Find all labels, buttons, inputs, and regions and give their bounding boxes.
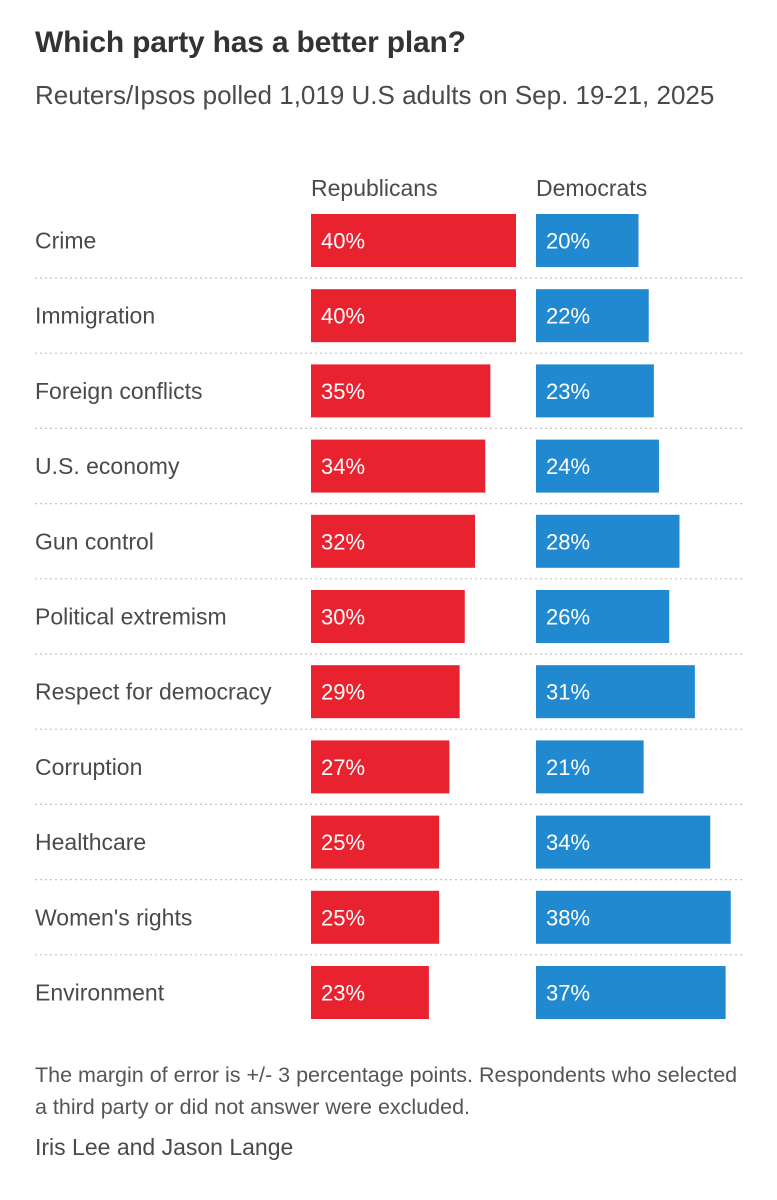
bar-democrats-environment xyxy=(536,966,726,1019)
bar-republicans-women-s-rights xyxy=(311,890,440,944)
value-label-democrats-respect-for-democracy: 31% xyxy=(546,680,590,705)
chart-title: Which party has a better plan? xyxy=(35,26,466,59)
value-label-democrats-political-extremism: 26% xyxy=(546,605,590,630)
bar-democrats-healthcare xyxy=(536,815,711,869)
bar-republicans-crime xyxy=(311,214,516,267)
bar-democrats-foreign-conflicts xyxy=(536,364,654,418)
category-label-immigration: Immigration xyxy=(35,303,155,329)
bar-republicans-u-s-economy xyxy=(311,439,486,493)
value-label-republicans-women-s-rights: 25% xyxy=(321,905,365,930)
value-label-republicans-environment: 23% xyxy=(321,981,365,1006)
chart-subtitle: Reuters/Ipsos polled 1,019 U.S adults on… xyxy=(35,80,715,110)
bar-chart: Crime 40% 20% Immigration 40% 22% Foreign conf… xyxy=(35,214,742,1019)
value-label-democrats-foreign-conflicts: 23% xyxy=(546,379,590,404)
bar-democrats-u-s-economy xyxy=(536,439,659,493)
bar-democrats-crime xyxy=(536,214,639,267)
category-label-healthcare: Healthcare xyxy=(35,829,146,855)
bar-republicans-gun-control xyxy=(311,514,475,568)
legend-republicans: Republicans xyxy=(311,175,438,201)
category-label-corruption: Corruption xyxy=(35,754,142,780)
value-label-republicans-u-s-economy: 34% xyxy=(321,454,365,479)
bar-democrats-corruption xyxy=(536,740,644,794)
category-label-u-s-economy: U.S. economy xyxy=(35,453,180,479)
bar-democrats-women-s-rights xyxy=(536,890,731,944)
bar-democrats-respect-for-democracy xyxy=(536,665,695,719)
value-label-republicans-foreign-conflicts: 35% xyxy=(321,379,365,404)
value-label-republicans-corruption: 27% xyxy=(321,755,365,780)
bar-republicans-healthcare xyxy=(311,815,440,869)
bar-republicans-foreign-conflicts xyxy=(311,364,491,418)
value-label-republicans-crime: 40% xyxy=(321,229,365,254)
value-label-democrats-environment: 37% xyxy=(546,981,590,1006)
value-label-democrats-women-s-rights: 38% xyxy=(546,905,590,930)
value-label-democrats-gun-control: 28% xyxy=(546,529,590,554)
footnote: The margin of error is +/- 3 percentage … xyxy=(35,1063,738,1119)
value-label-republicans-immigration: 40% xyxy=(321,304,365,329)
value-label-republicans-healthcare: 25% xyxy=(321,830,365,855)
bar-republicans-environment xyxy=(311,966,429,1019)
bar-republicans-immigration xyxy=(311,289,516,343)
legend-democrats: Democrats xyxy=(536,175,648,201)
category-label-crime: Crime xyxy=(35,228,96,254)
credit-line: Iris Lee and Jason Lange xyxy=(35,1134,294,1160)
bar-democrats-immigration xyxy=(536,289,649,343)
category-label-environment: Environment xyxy=(35,980,165,1006)
bar-republicans-corruption xyxy=(311,740,450,794)
bar-democrats-gun-control xyxy=(536,514,680,568)
value-label-democrats-corruption: 21% xyxy=(546,755,590,780)
value-label-republicans-gun-control: 32% xyxy=(321,529,365,554)
value-label-democrats-u-s-economy: 24% xyxy=(546,454,590,479)
value-label-republicans-respect-for-democracy: 29% xyxy=(321,680,365,705)
value-label-republicans-political-extremism: 30% xyxy=(321,605,365,630)
bar-republicans-political-extremism xyxy=(311,590,465,643)
category-label-gun-control: Gun control xyxy=(35,528,154,554)
category-label-political-extremism: Political extremism xyxy=(35,604,227,630)
bar-democrats-political-extremism xyxy=(536,590,670,643)
value-label-democrats-crime: 20% xyxy=(546,229,590,254)
value-label-democrats-healthcare: 34% xyxy=(546,830,590,855)
category-label-respect-for-democracy: Respect for democracy xyxy=(35,679,272,705)
bar-republicans-respect-for-democracy xyxy=(311,665,460,719)
value-label-democrats-immigration: 22% xyxy=(546,304,590,329)
category-label-women-s-rights: Women's rights xyxy=(35,904,192,930)
category-label-foreign-conflicts: Foreign conflicts xyxy=(35,378,202,404)
